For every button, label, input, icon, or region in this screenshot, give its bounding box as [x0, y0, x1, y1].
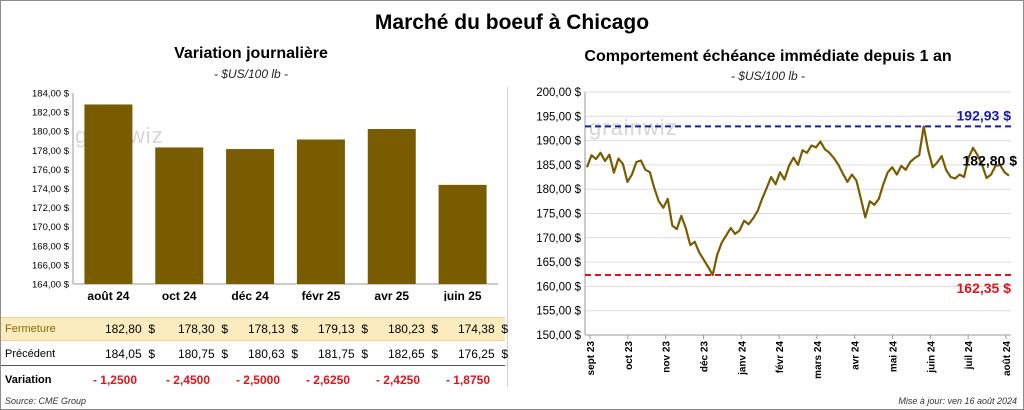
update-note: Mise à jour: ven 16 août 2024 [898, 396, 1017, 406]
line-x-tick-label: juil 24 [964, 341, 975, 371]
table-cell: - 1,8750 [445, 373, 491, 387]
line-chart-unit: - $US/100 lb - [730, 69, 806, 83]
table-row-label: Précédent [5, 348, 56, 360]
line-x-tick-label: oct 23 [624, 341, 635, 370]
table-cell: 178,13 $ [247, 322, 298, 336]
table-cell: 174,38 $ [457, 322, 508, 336]
bar-x-tick-label: oct 24 [162, 289, 197, 301]
line-x-tick-label: févr 24 [775, 341, 786, 374]
table-cell: 176,25 $ [457, 347, 508, 361]
line-y-tick-label: 160,00 $ [536, 281, 581, 293]
table-cell: 180,63 $ [247, 347, 298, 361]
table-row: Fermeture 182,80 $ 178,30 $ 178,13 $ 179,13 … [1, 317, 508, 341]
bar-y-tick-label: 166,00 $ [32, 260, 70, 271]
price-series-line [585, 125, 1010, 277]
bar-y-tick-label: 184,00 $ [32, 89, 70, 100]
table-row-label: Fermeture [5, 323, 56, 335]
bar-y-tick-label: 180,00 $ [32, 127, 70, 138]
bar [438, 184, 487, 284]
table-cell: 184,05 $ [104, 347, 155, 361]
bar-chart-title: Variation journalière [174, 45, 328, 62]
line-x-tick-label: janv 24 [737, 341, 748, 376]
table-cell: 180,23 $ [387, 322, 438, 336]
bar-y-tick-label: 182,00 $ [32, 108, 70, 119]
line-chart-watermark: grainwiz [589, 115, 678, 140]
line-y-tick-label: 190,00 $ [536, 136, 581, 148]
table-row: Précédent 184,05 $ 180,75 $ 180,63 $ 181,75 … [1, 343, 508, 366]
table-cell: - 1,2500 [92, 373, 138, 387]
table-cell: - 2,6250 [305, 373, 351, 387]
bar-y-tick-label: 168,00 $ [32, 241, 70, 252]
line-x-tick-label: déc 23 [699, 341, 710, 373]
bar [226, 149, 275, 284]
table-row-label: Variation [5, 374, 52, 386]
line-x-tick-label: nov 23 [662, 341, 673, 373]
bar-y-tick-label: 172,00 $ [32, 203, 70, 214]
low-label: 162,35 $ [957, 280, 1012, 296]
table-cell: 178,30 $ [177, 322, 228, 336]
bar [155, 147, 204, 284]
high-label: 192,93 $ [957, 107, 1012, 123]
table-cell: - 2,4250 [375, 373, 421, 387]
line-y-tick-label: 175,00 $ [536, 209, 581, 221]
table-cell: - 2,5000 [235, 373, 281, 387]
bar-y-tick-label: 174,00 $ [32, 184, 70, 195]
bar [367, 129, 416, 284]
bar-chart-unit: - $US/100 lb - [213, 67, 289, 81]
bar-x-tick-label: avr 25 [374, 289, 409, 301]
table-row: Variation - 1,2500 - 2,4500 - 2,5000 - 2,625… [1, 369, 505, 391]
line-x-tick-label: août 24 [1002, 341, 1013, 376]
table-cell: 181,75 $ [317, 347, 368, 361]
chart-divider [507, 87, 508, 387]
bar-x-tick-label: juin 25 [443, 289, 482, 301]
dashboard-title: Marché du boeuf à Chicago [374, 11, 650, 34]
table-cell: 179,13 $ [317, 322, 368, 336]
bar-y-tick-label: 176,00 $ [32, 165, 70, 176]
line-y-tick-label: 155,00 $ [536, 306, 581, 318]
last-price-label: 182,80 $ [963, 153, 1018, 169]
line-y-tick-label: 195,00 $ [536, 111, 581, 123]
table-cell: - 2,4500 [165, 373, 211, 387]
line-y-tick-label: 150,00 $ [536, 330, 581, 342]
bar-x-tick-label: févr 25 [302, 289, 341, 301]
line-y-tick-label: 170,00 $ [536, 233, 581, 245]
line-chart: 150,00 $ 155,00 $ 160,00 $ 165,00 $ 170,00 $… [536, 87, 1018, 379]
line-y-tick-label: 185,00 $ [536, 160, 581, 172]
bar-x-tick-label: déc 24 [231, 289, 269, 301]
line-y-tick-label: 165,00 $ [536, 257, 581, 269]
line-x-tick-label: sept 23 [586, 341, 597, 376]
bar-chart: 164,00 $ 166,00 $ 168,00 $ 170,00 $ 172,00 $… [32, 89, 498, 301]
line-y-tick-label: 200,00 $ [536, 87, 581, 99]
bar-y-tick-label: 178,00 $ [32, 146, 70, 157]
line-x-tick-label: mai 24 [889, 341, 900, 373]
table-cell: 182,80 $ [104, 322, 155, 336]
line-x-tick-label: mars 24 [813, 341, 824, 379]
line-y-tick-label: 180,00 $ [536, 184, 581, 196]
bar-x-tick-label: août 24 [87, 289, 129, 301]
bar-y-tick-label: 170,00 $ [32, 222, 70, 233]
bar-y-tick-label: 164,00 $ [32, 280, 70, 291]
source-note: Source: CME Group [5, 396, 87, 406]
line-x-tick-label: avr 24 [851, 341, 862, 370]
table-cell: 180,75 $ [177, 347, 228, 361]
bar [84, 104, 133, 285]
line-x-tick-label: juin 24 [926, 341, 937, 374]
table-cell: 182,65 $ [387, 347, 438, 361]
bar [296, 139, 345, 284]
line-chart-title: Comportement échéance immédiate depuis 1… [584, 48, 952, 65]
